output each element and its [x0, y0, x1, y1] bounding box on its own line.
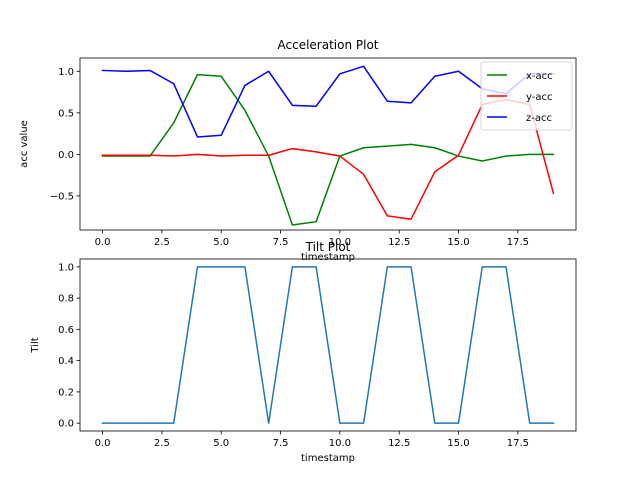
tilt-x-axis-label: timestamp: [301, 453, 355, 464]
acc-legend-label-y-acc: y-acc: [526, 92, 552, 103]
acc-x-axis-label: timestamp: [301, 252, 355, 263]
acc-x-tick-label: 0.0: [95, 237, 111, 248]
acc-legend: x-acc y-acc z-acc: [480, 61, 573, 131]
tilt-x-tick-label: 15.0: [447, 438, 469, 449]
acc-legend-label-x-acc: x-acc: [526, 71, 553, 82]
tilt-y-tick-label: 0.0: [58, 419, 74, 430]
tilt-y-tick-label: 0.2: [58, 387, 74, 398]
acc-x-tick-label: 2.5: [154, 237, 170, 248]
acc-y-tick-label: −0.5: [50, 191, 74, 202]
tilt-x-tick-label: 7.5: [273, 438, 289, 449]
acc-x-tick-label: 7.5: [273, 237, 289, 248]
tilt-x-tick-label: 5.0: [213, 438, 229, 449]
acc-legend-box: [480, 61, 573, 131]
acc-x-tick-label: 12.5: [388, 237, 410, 248]
acc-series-x-acc-line: [101, 73, 555, 226]
tilt-x-tick-label: 2.5: [154, 438, 170, 449]
acc-y-tick-label: 0.0: [58, 150, 74, 161]
acc-axes-frame: [79, 57, 577, 231]
acc-chart-title: Acceleration Plot: [278, 38, 379, 52]
acc-x-tick-label: 10.0: [329, 237, 351, 248]
tilt-x-tick-label: 17.5: [507, 438, 529, 449]
tilt-y-tick-label: 0.8: [58, 294, 74, 305]
acc-y-axis-label: acc value: [19, 120, 30, 168]
tilt-x-tick-label: 0.0: [95, 438, 111, 449]
tilt-y-tick-label: 0.6: [58, 325, 74, 336]
acc-x-tick-label: 5.0: [213, 237, 229, 248]
tilt-y-tick-label: 1.0: [58, 262, 74, 273]
tilt-x-tick-label: 12.5: [388, 438, 410, 449]
acc-y-tick-label: 1.0: [58, 67, 74, 78]
acc-x-tick-label: 17.5: [507, 237, 529, 248]
acc-x-tick-label: 15.0: [447, 237, 469, 248]
tilt-y-axis-label: Tilt: [30, 337, 41, 353]
tilt-chart-title: Tilt Plot: [305, 240, 351, 254]
tilt-plot: 0.0 2.5 5.0 7.5 10.0 12.5 15.0 17.5 0.0 0.2 0.4 0.6…: [30, 240, 577, 464]
tilt-series-tilt-line: [101, 266, 555, 424]
acc-plot: 0.0 2.5 5.0 7.5 10.0 12.5 15.0 17.5 −0.5 0.0 0.5 1.…: [19, 38, 577, 263]
acc-legend-label-z-acc: z-acc: [526, 113, 552, 124]
acc-series-y-acc-line: [101, 98, 555, 220]
tilt-y-tick-label: 0.4: [58, 356, 74, 367]
tilt-axes-frame: [79, 258, 577, 432]
acc-y-tick-label: 0.5: [58, 108, 74, 119]
acc-series-z-acc-line: [101, 65, 555, 138]
tilt-x-tick-label: 10.0: [329, 438, 351, 449]
